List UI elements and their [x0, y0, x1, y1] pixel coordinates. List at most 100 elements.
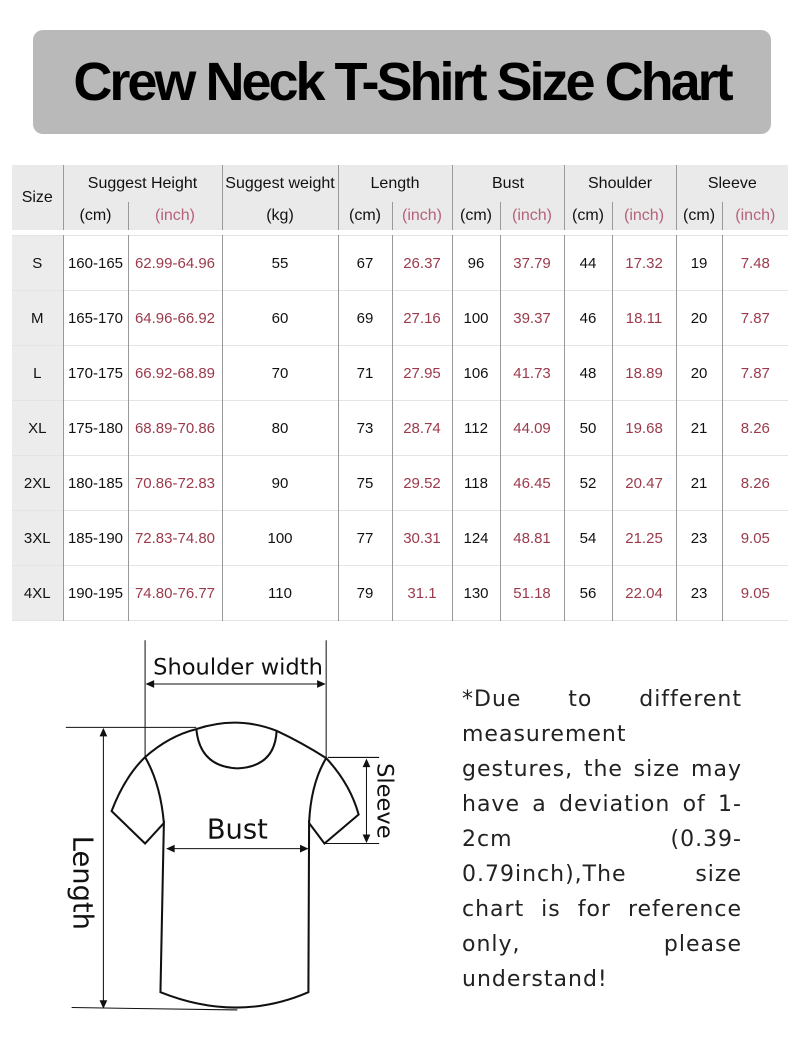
value-cell: 77 [337, 510, 392, 566]
table-row: 2XL 180-185 70.86-72.83 90 75 29.52 118 46.45 52… [12, 455, 789, 511]
value-cell: 7.87 [721, 345, 789, 401]
value-cell: 74.80-76.77 [127, 565, 222, 621]
value-cell: 175-180 [62, 400, 128, 456]
value-cell: 7.48 [721, 235, 789, 291]
group-header: Suggest weight [221, 165, 338, 202]
value-cell: 70 [221, 345, 338, 401]
size-cell: L [12, 345, 63, 401]
unit-header: (cm) [62, 202, 128, 230]
value-cell: 110 [221, 565, 338, 621]
value-cell: 18.11 [611, 290, 677, 346]
unit-header: (cm) [675, 202, 723, 230]
value-cell: 20.47 [611, 455, 677, 511]
table-row: XL 175-180 68.89-70.86 80 73 28.74 112 44.09 50 1… [12, 400, 789, 456]
value-cell: 106 [451, 345, 500, 401]
sleeve-label: Sleeve [371, 763, 397, 839]
value-cell: 71 [337, 345, 392, 401]
unit-header: (cm) [451, 202, 500, 230]
value-cell: 62.99-64.96 [127, 235, 222, 291]
value-cell: 68.89-70.86 [127, 400, 222, 456]
group-header: Shoulder [563, 165, 677, 202]
group-header: Bust [451, 165, 565, 202]
value-cell: 54 [563, 510, 613, 566]
unit-header: (inch) [721, 202, 789, 230]
size-cell: 3XL [12, 510, 63, 566]
value-cell: 44 [563, 235, 613, 291]
page-title: Crew Neck T-Shirt Size Chart [73, 52, 733, 112]
value-cell: 20 [675, 345, 723, 401]
unit-header: (inch) [127, 202, 222, 230]
table-row: 3XL 185-190 72.83-74.80 100 77 30.31 124 48.81 5… [12, 510, 789, 566]
value-cell: 75 [337, 455, 392, 511]
value-cell: 170-175 [62, 345, 128, 401]
value-cell: 79 [337, 565, 392, 621]
value-cell: 19.68 [611, 400, 677, 456]
value-cell: 30.31 [391, 510, 452, 566]
value-cell: 190-195 [62, 565, 128, 621]
value-cell: 55 [221, 235, 338, 291]
table-row: M 165-170 64.96-66.92 60 69 27.16 100 39.37 46 18… [12, 290, 789, 346]
value-cell: 118 [451, 455, 500, 511]
group-header: Sleeve [675, 165, 789, 202]
value-cell: 60 [221, 290, 338, 346]
value-cell: 160-165 [62, 235, 128, 291]
value-cell: 46.45 [499, 455, 565, 511]
value-cell: 130 [451, 565, 500, 621]
value-cell: 80 [221, 400, 338, 456]
table-row: L 170-175 66.92-68.89 70 71 27.95 106 41.73 48 18… [12, 345, 789, 401]
value-cell: 100 [221, 510, 338, 566]
unit-header: (inch) [499, 202, 565, 230]
value-cell: 17.32 [611, 235, 677, 291]
title-banner: Crew Neck T-Shirt Size Chart [33, 30, 771, 134]
value-cell: 56 [563, 565, 613, 621]
value-cell: 19 [675, 235, 723, 291]
value-cell: 90 [221, 455, 338, 511]
value-cell: 70.86-72.83 [127, 455, 222, 511]
value-cell: 48 [563, 345, 613, 401]
value-cell: 21 [675, 400, 723, 456]
value-cell: 7.87 [721, 290, 789, 346]
value-cell: 29.52 [391, 455, 452, 511]
value-cell: 28.74 [391, 400, 452, 456]
value-cell: 23 [675, 510, 723, 566]
value-cell: 44.09 [499, 400, 565, 456]
unit-header: (cm) [563, 202, 613, 230]
value-cell: 46 [563, 290, 613, 346]
measurement-note: *Due to different measurement gestures, … [462, 687, 742, 992]
size-cell: XL [12, 400, 63, 456]
group-header: Suggest Height [62, 165, 222, 202]
size-cell: S [12, 235, 63, 291]
value-cell: 52 [563, 455, 613, 511]
unit-header: (inch) [611, 202, 677, 230]
value-cell: 69 [337, 290, 392, 346]
unit-header: (kg) [221, 202, 338, 230]
value-cell: 21.25 [611, 510, 677, 566]
unit-header: (inch) [391, 202, 452, 230]
value-cell: 22.04 [611, 565, 677, 621]
shoulder-width-label: Shoulder width [153, 654, 323, 680]
value-cell: 66.92-68.89 [127, 345, 222, 401]
value-cell: 18.89 [611, 345, 677, 401]
value-cell: 112 [451, 400, 500, 456]
table-row: S 160-165 62.99-64.96 55 67 26.37 96 37.79 44 17.… [12, 235, 789, 291]
bust-label: Bust [207, 814, 268, 845]
value-cell: 50 [563, 400, 613, 456]
value-cell: 96 [451, 235, 500, 291]
value-cell: 165-170 [62, 290, 128, 346]
value-cell: 185-190 [62, 510, 128, 566]
value-cell: 23 [675, 565, 723, 621]
value-cell: 26.37 [391, 235, 452, 291]
value-cell: 41.73 [499, 345, 565, 401]
value-cell: 9.05 [721, 510, 789, 566]
value-cell: 48.81 [499, 510, 565, 566]
value-cell: 27.16 [391, 290, 452, 346]
table-row: 4XL 190-195 74.80-76.77 110 79 31.1 130 51.18 56… [12, 565, 789, 621]
value-cell: 9.05 [721, 565, 789, 621]
value-cell: 67 [337, 235, 392, 291]
value-cell: 39.37 [499, 290, 565, 346]
size-header: Size [12, 165, 63, 230]
unit-header: (cm) [337, 202, 392, 230]
value-cell: 8.26 [721, 400, 789, 456]
value-cell: 180-185 [62, 455, 128, 511]
